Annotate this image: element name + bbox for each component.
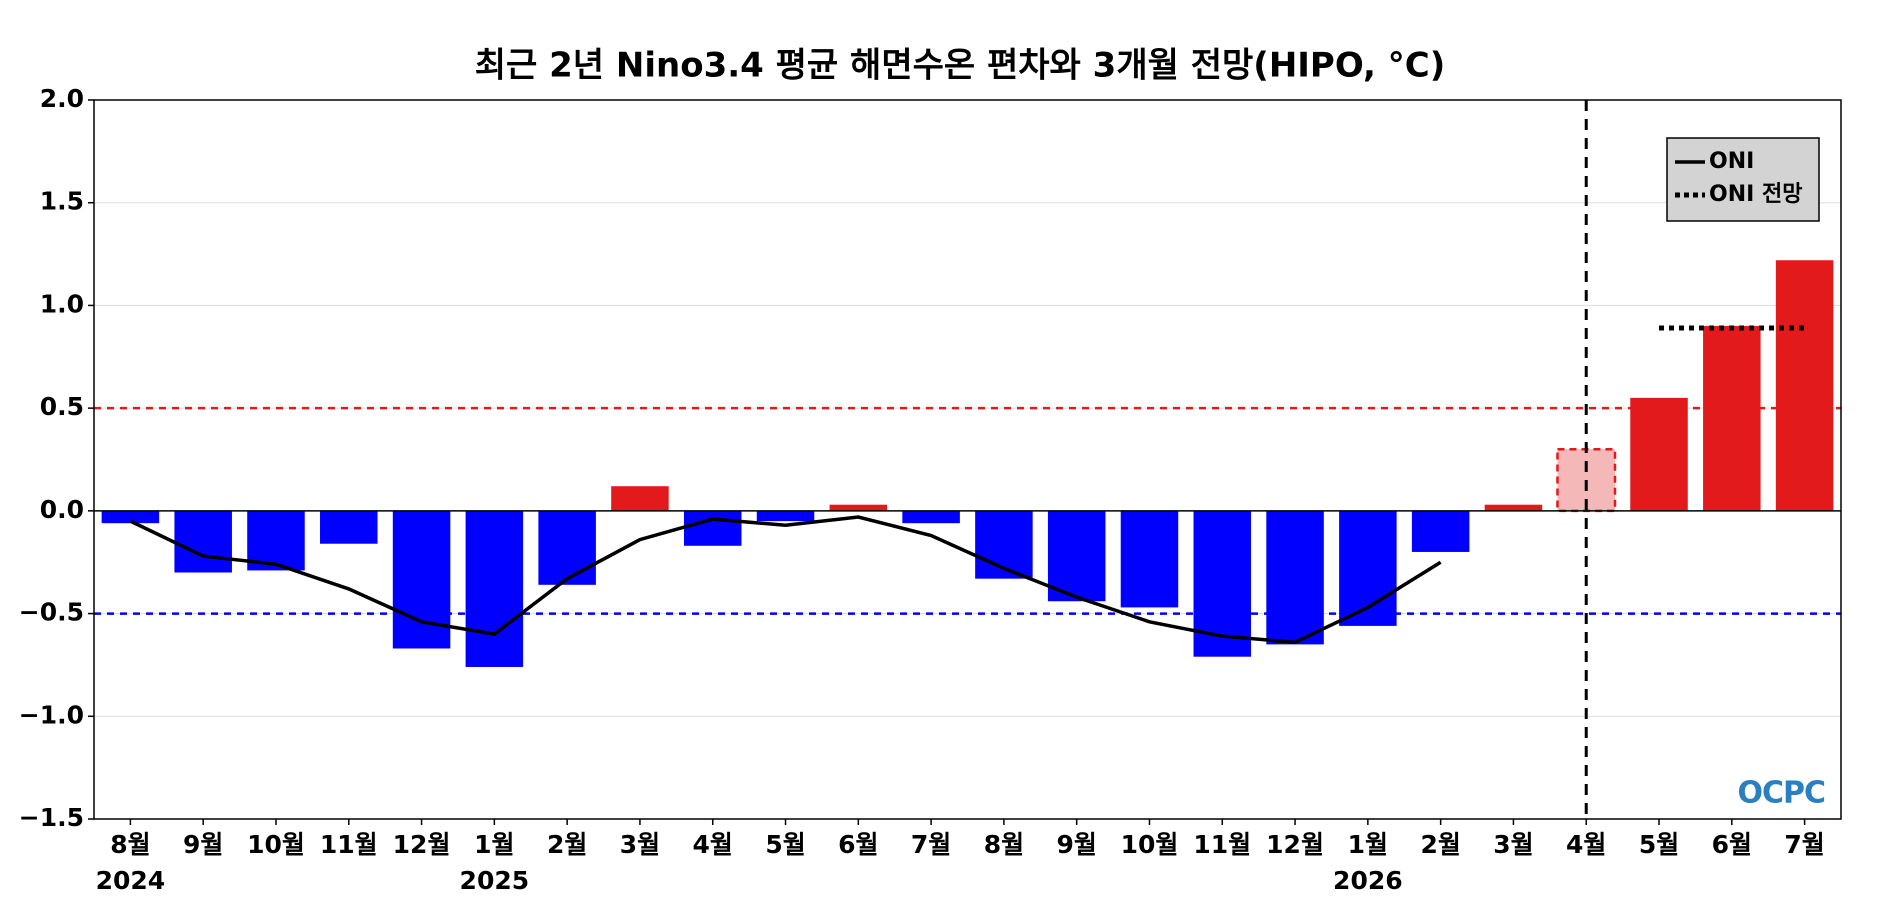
x-tick-label: 3월 (1493, 830, 1533, 859)
x-tick-label: 9월 (1056, 830, 1096, 859)
bar (392, 510, 451, 649)
legend-label: ONI 전망 (1709, 182, 1802, 207)
x-tick-label: 10월 (1121, 830, 1179, 859)
legend-label: ONI (1709, 149, 1754, 174)
y-tick-label: 1.0 (40, 289, 84, 318)
bar (1411, 510, 1470, 552)
y-tick-label: 1.5 (40, 187, 84, 216)
bar (611, 486, 669, 511)
x-tick-label: 8월 (984, 830, 1024, 859)
bar (1775, 260, 1834, 511)
x-tick-label: 12월 (393, 830, 451, 859)
year-label: 2024 (96, 866, 166, 895)
x-tick-label: 5월 (765, 830, 805, 859)
line-series (129, 515, 1442, 645)
bar (902, 510, 960, 524)
x-tick-label: 7월 (911, 830, 951, 859)
x-tick-label: 11월 (1193, 830, 1251, 859)
y-tick-label: 0.0 (40, 495, 84, 524)
x-tick-label: 1월 (1348, 830, 1388, 859)
x-tick-label: 4월 (1566, 830, 1606, 859)
bar (465, 510, 524, 667)
bar (1703, 325, 1761, 511)
legend-box (1666, 137, 1820, 222)
x-tick-label: 2월 (547, 830, 587, 859)
logo: OCPC (1737, 776, 1825, 811)
plot-frame (93, 99, 1842, 820)
x-tick-label: 6월 (1712, 830, 1752, 859)
y-tick-label: −0.5 (19, 598, 84, 627)
bar (538, 510, 596, 585)
x-tick-label: 7월 (1784, 830, 1824, 859)
x-tick-label: 3월 (620, 830, 660, 859)
bar (174, 510, 232, 573)
x-tick-label: 5월 (1639, 830, 1679, 859)
x-tick-label: 2월 (1420, 830, 1460, 859)
bar (1047, 510, 1106, 602)
bar (829, 504, 888, 511)
x-tick-label: 6월 (838, 830, 878, 859)
x-tick-label: 1월 (474, 830, 514, 859)
chart-title: 최근 2년 Nino3.4 평균 해면수온 편차와 3개월 전망(HIPO, °… (475, 46, 1446, 86)
year-label: 2026 (1333, 866, 1403, 895)
bar (756, 510, 815, 522)
year-label: 2025 (460, 866, 530, 895)
x-tick-label: 11월 (320, 830, 378, 859)
x-tick-label: 8월 (110, 830, 150, 859)
y-tick-label: −1.5 (19, 803, 84, 832)
bar (1120, 510, 1179, 608)
x-tick-label: 9월 (183, 830, 223, 859)
bar (683, 510, 742, 546)
y-tick-label: 0.5 (40, 392, 84, 421)
x-tick-label: 4월 (693, 830, 733, 859)
x-tick-label: 10월 (247, 830, 305, 859)
bar (1484, 504, 1543, 511)
bar (320, 510, 378, 544)
bar (1630, 397, 1688, 511)
bar (1266, 510, 1324, 645)
y-tick-label: −1.0 (19, 700, 84, 729)
y-tick-label: 2.0 (40, 84, 84, 113)
bar (101, 510, 160, 524)
x-tick-label: 12월 (1266, 830, 1324, 859)
